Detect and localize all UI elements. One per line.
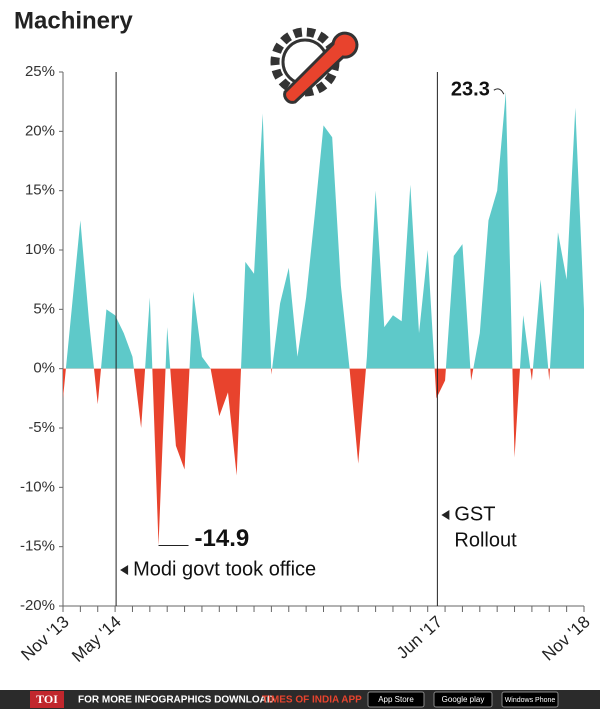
x-tick-label: Jun '17	[393, 612, 446, 662]
marker-arrow	[441, 510, 450, 520]
x-tick-label: Nov '18	[539, 612, 594, 664]
badge[interactable]	[433, 691, 493, 708]
y-tick-label: -15%	[20, 538, 55, 555]
marker-arrow	[120, 565, 129, 575]
y-tick-label: -10%	[20, 478, 55, 495]
marker-label: Rollout	[454, 529, 517, 551]
y-tick-label: -5%	[28, 419, 55, 436]
x-tick-label: May '14	[68, 612, 125, 666]
y-tick-label: 15%	[25, 182, 55, 199]
leader-line	[493, 88, 505, 95]
y-tick-label: -20%	[20, 597, 55, 614]
badge[interactable]	[501, 691, 559, 708]
marker-label: GST	[454, 503, 495, 525]
y-tick-label: 0%	[33, 360, 55, 377]
badge-text: Windows Phone	[505, 697, 556, 704]
logo-box	[30, 691, 64, 708]
y-tick-label: 5%	[33, 300, 55, 317]
y-tick-label: 10%	[25, 241, 55, 258]
marker-label: Modi govt took office	[133, 558, 316, 580]
footer-text: FOR MORE INFOGRAPHICS DOWNLOAD	[78, 695, 274, 706]
badge-text: App Store	[378, 695, 414, 704]
footer-logo: TOI	[36, 692, 58, 706]
x-tick-label: Nov '13	[18, 612, 73, 664]
gear-wrench-icon	[270, 27, 359, 104]
y-tick-label: 20%	[25, 122, 55, 139]
y-tick-label: 25%	[25, 63, 55, 80]
footer-app: TIMES OF INDIA APP	[262, 695, 362, 706]
badge[interactable]	[367, 691, 425, 708]
badge-text: Google play	[442, 695, 485, 704]
data-label: 23.3	[451, 78, 490, 100]
chart-title: Machinery	[14, 7, 133, 34]
data-label: -14.9	[195, 525, 250, 552]
area	[63, 92, 584, 546]
